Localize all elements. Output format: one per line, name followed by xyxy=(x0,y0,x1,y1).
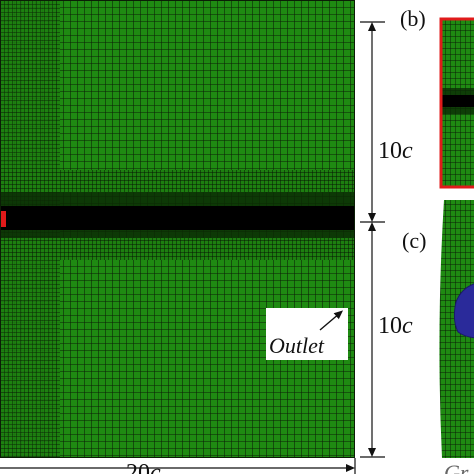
dimension-lower-unit: c xyxy=(402,313,413,339)
outlet-label: Outlet xyxy=(269,333,325,358)
panel-b-border xyxy=(439,17,474,189)
dimension-width-unit: c xyxy=(150,460,161,474)
refinement-band-outer-lower xyxy=(0,238,355,260)
wake-refinement-band xyxy=(0,206,355,230)
dimension-width: 20c xyxy=(0,458,356,474)
dimension-width-label: 20c xyxy=(126,460,161,474)
refinement-band-outer-upper xyxy=(0,170,355,192)
dimension-lower: 10c xyxy=(360,222,413,458)
panel-b: (b) xyxy=(400,6,474,189)
panel-c-body-shape xyxy=(453,283,474,339)
dimension-lower-value: 10 xyxy=(378,313,402,339)
grid-caption: Gr xyxy=(444,460,469,474)
panel-b-label: (b) xyxy=(400,6,426,31)
panel-b-shadow-upper xyxy=(440,88,474,95)
panel-c-label: (c) xyxy=(402,228,426,253)
dimension-upper-value: 10 xyxy=(378,138,402,164)
outlet-annotation: Outlet xyxy=(266,308,348,360)
refinement-band-shadow-upper xyxy=(0,192,355,208)
dimension-lower-label: 10c xyxy=(378,313,413,339)
dimension-upper-unit: c xyxy=(402,138,413,164)
panel-b-wake-band xyxy=(440,95,474,107)
main-mesh-panel xyxy=(0,0,355,458)
dimension-upper: 10c xyxy=(360,21,413,223)
dimension-upper-label: 10c xyxy=(378,138,413,164)
dimension-width-value: 20 xyxy=(126,460,150,474)
body-marker xyxy=(0,211,6,227)
panel-b-shadow-lower xyxy=(440,107,474,114)
mesh-domain-border xyxy=(0,0,355,458)
outlet-arrow xyxy=(319,310,344,331)
panel-c: (c) Gr xyxy=(402,200,474,474)
